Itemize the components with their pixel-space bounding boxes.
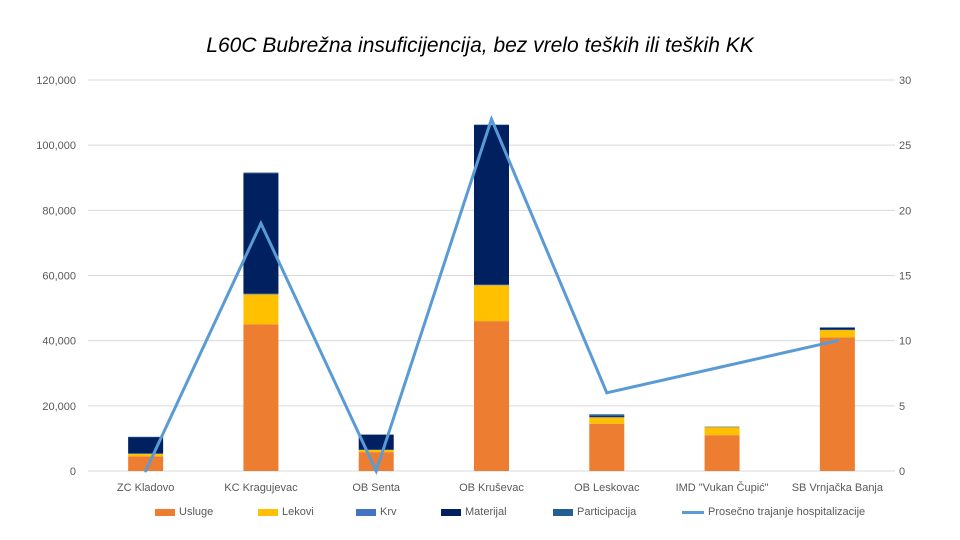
bar-segment [704, 426, 740, 428]
line-point [720, 365, 724, 369]
bar-segment [358, 449, 394, 450]
bar-segment [128, 436, 164, 438]
y-tick-label: 40,000 [42, 336, 76, 348]
line-point [259, 221, 263, 225]
y2-tick-label: 10 [899, 336, 911, 348]
x-tick-label: ZC Kladovo [117, 482, 174, 494]
y2-tick-label: 5 [899, 401, 905, 413]
bar-segment [589, 415, 625, 417]
legend-item: Usluge [155, 506, 213, 518]
bar-segment [243, 293, 279, 295]
line-point [490, 117, 493, 121]
y2-tick-label: 30 [899, 75, 911, 87]
bar-segment [589, 414, 625, 416]
bar-segment [358, 449, 394, 453]
legend-item: Lekovi [258, 506, 314, 518]
x-tick-label: KC Kragujevac [224, 482, 298, 494]
y2-tick-label: 25 [899, 140, 911, 152]
y-tick-label: 120,000 [36, 75, 76, 87]
bar-segment [819, 327, 855, 330]
line-point [835, 339, 839, 343]
legend-swatch [553, 508, 573, 516]
legend-item: Prosečno trajanje hospitalizacije [682, 506, 865, 518]
bar-segment [474, 321, 509, 471]
chart-title: L60C Bubrežna insuficijencija, bez vrelo… [206, 34, 754, 57]
line-point [144, 469, 148, 473]
y2-tick-label: 0 [899, 466, 905, 478]
legend-swatch [356, 508, 376, 516]
legend-swatch [441, 508, 461, 516]
x-tick-label: IMD "Vukan Čupić" [676, 481, 769, 494]
bar-segment [358, 452, 394, 471]
y-tick-label: 20,000 [42, 401, 76, 413]
bar-segment [243, 324, 279, 471]
y2-tick-label: 15 [899, 271, 911, 283]
bar-segment [358, 434, 394, 436]
bar-segment [819, 327, 855, 328]
chart-legend: Usluge Lekovi Krv Materijal Participacija Pro… [0, 506, 960, 524]
bar-segment [474, 124, 509, 126]
bar-segment [243, 294, 279, 325]
y-tick-label: 0 [70, 466, 76, 478]
bar-segment [819, 337, 855, 471]
bar-segment [243, 173, 279, 294]
bar-segment [128, 453, 164, 454]
legend-label: Lekovi [282, 506, 314, 518]
y2-tick-label: 20 [899, 205, 911, 217]
line-point [605, 391, 609, 395]
bar-segment [474, 285, 509, 322]
legend-label: Participacija [577, 506, 637, 518]
legend-label: Krv [380, 506, 397, 518]
line-point [374, 469, 378, 473]
x-tick-label: OB Leskovac [574, 482, 640, 494]
x-tick-label: SB Vrnjačka Banja [792, 482, 884, 494]
legend-item: Krv [356, 506, 397, 518]
legend-item: Participacija [553, 506, 636, 518]
x-tick-label: OB Senta [352, 482, 401, 494]
bar-segment [704, 435, 740, 471]
bar-segment [819, 329, 855, 338]
bar-segment [704, 427, 740, 436]
legend-label: Materijal [465, 506, 507, 518]
legend-swatch [155, 508, 175, 516]
y-tick-label: 80,000 [42, 205, 76, 217]
bar-segment [589, 417, 625, 424]
legend-swatch [682, 510, 704, 514]
legend-item: Materijal [441, 506, 507, 518]
bar-segment [474, 284, 509, 286]
bar-segment [128, 453, 164, 457]
bar-segment [819, 329, 855, 331]
legend-swatch [258, 508, 278, 516]
y-tick-label: 60,000 [42, 271, 76, 283]
y-tick-label: 100,000 [36, 140, 76, 152]
bar-segment [589, 416, 625, 418]
bar-segment [243, 172, 279, 174]
x-tick-label: OB Kruševac [459, 482, 524, 494]
legend-label: Usluge [179, 506, 214, 518]
legend-label: Prosečno trajanje hospitalizacije [708, 506, 866, 518]
bar-segment [128, 456, 164, 471]
bar-segment [589, 423, 625, 471]
